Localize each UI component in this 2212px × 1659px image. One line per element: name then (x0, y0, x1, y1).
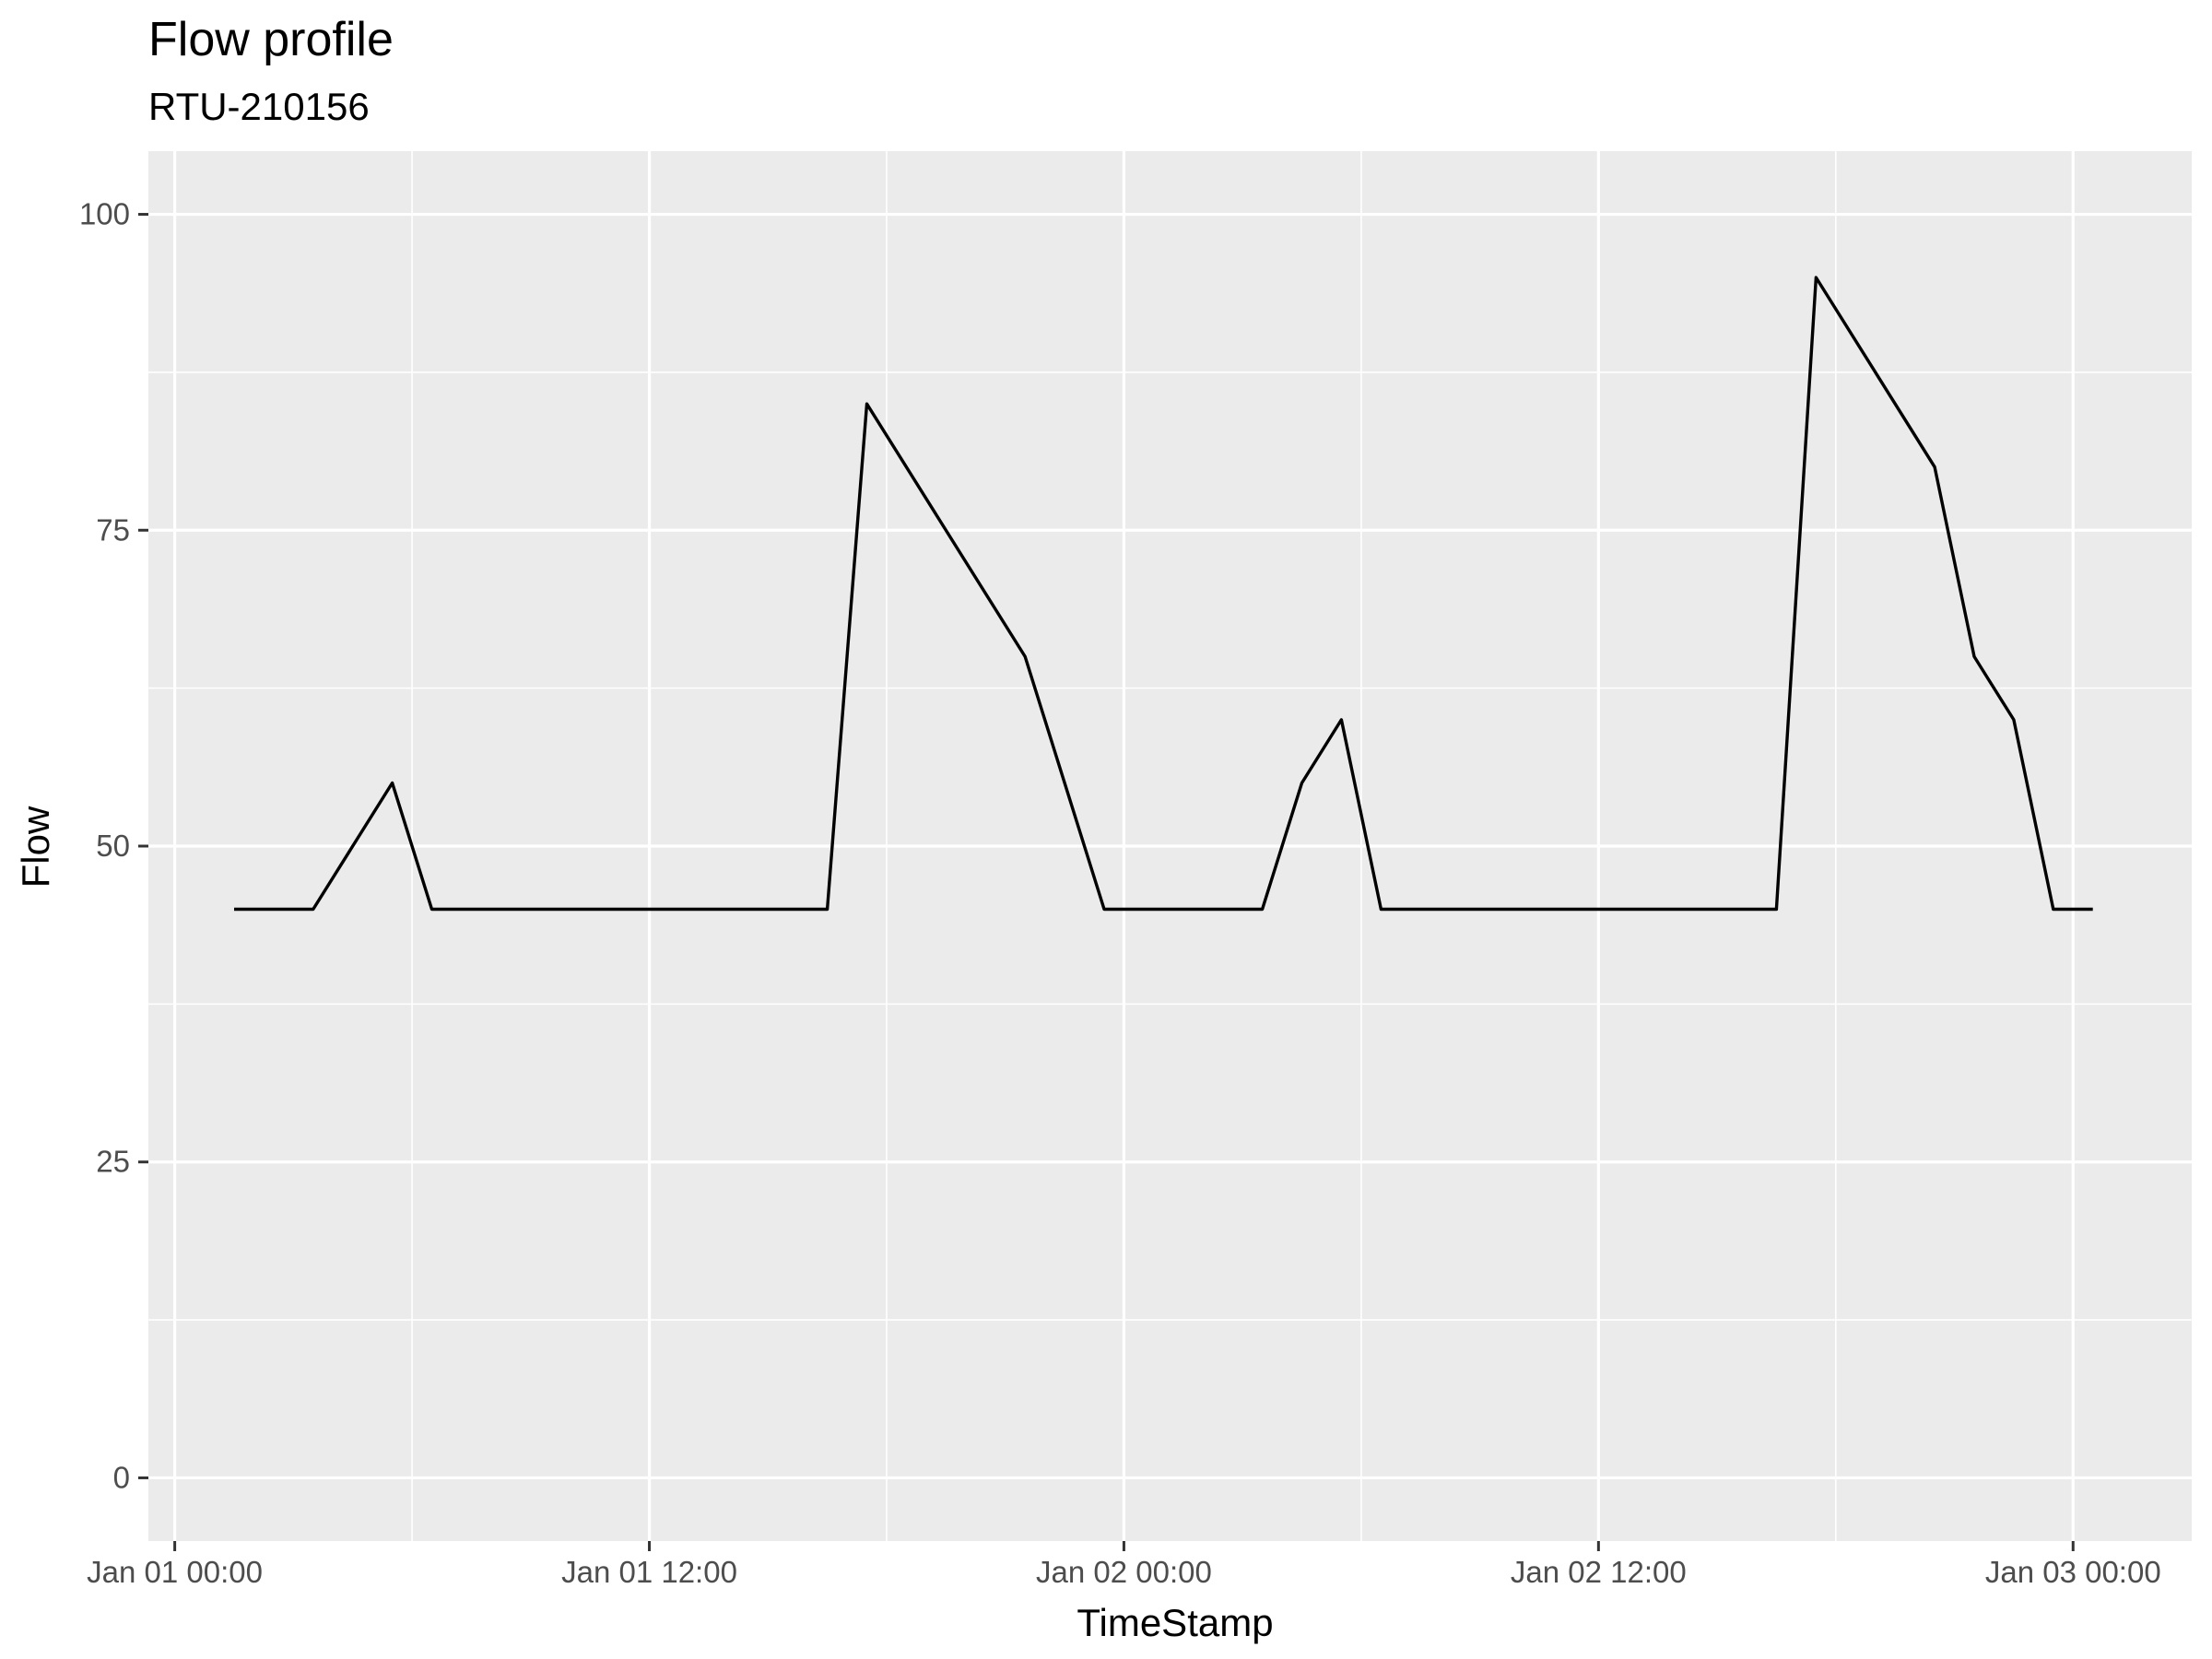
chart-title: Flow profile (148, 13, 394, 66)
y-axis-title: Flow (14, 806, 57, 888)
x-tick-label: Jan 03 00:00 (1985, 1555, 2161, 1589)
x-tick-label: Jan 02 12:00 (1511, 1555, 1687, 1589)
y-tick-label: 100 (79, 197, 130, 231)
y-tick-label: 75 (96, 512, 130, 547)
series-layer (234, 276, 2093, 912)
y-tick-label: 50 (96, 829, 130, 863)
x-tick-label: Jan 01 12:00 (561, 1555, 737, 1589)
x-tick-label: Jan 01 00:00 (87, 1555, 263, 1589)
y-tick-label: 0 (113, 1460, 130, 1494)
flow-series-line (234, 276, 2093, 912)
y-tick-label: 25 (96, 1145, 130, 1179)
axes: 0 25 50 75 100 Jan 01 00:00 Jan 01 12:00 Jan 02… (79, 197, 2161, 1589)
chart-subtitle: RTU-210156 (148, 85, 370, 128)
x-tick-label: Jan 02 00:00 (1036, 1555, 1212, 1589)
x-axis-title: TimeStamp (1077, 1601, 1273, 1644)
